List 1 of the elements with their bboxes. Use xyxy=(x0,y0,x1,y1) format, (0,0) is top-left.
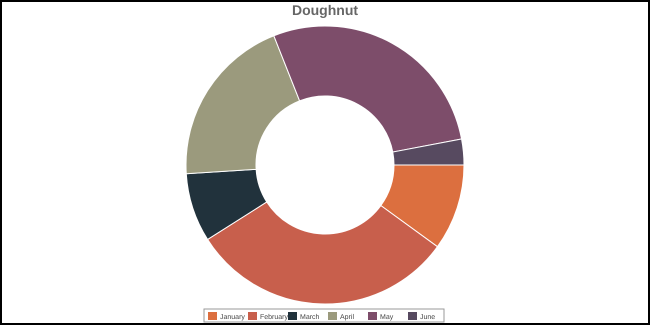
chart-title: Doughnut xyxy=(292,2,358,18)
